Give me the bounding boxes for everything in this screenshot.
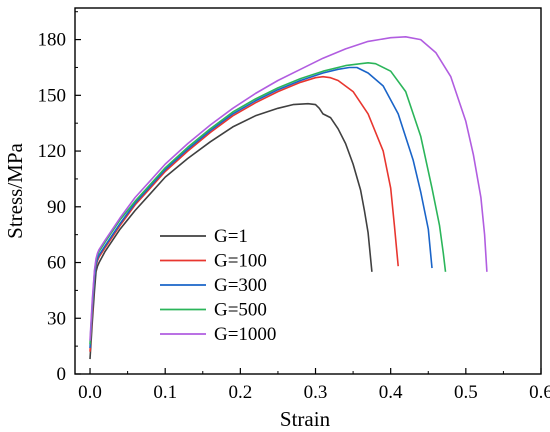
y-tick-label: 60 [47,253,66,274]
x-axis-title: Strain [280,407,331,431]
plot-area [89,36,488,360]
y-axis-title: Stress/MPa [3,142,27,238]
plot-frame [74,7,542,375]
y-tick-label: 0 [57,364,67,385]
y-tick-label: 180 [38,30,67,51]
y-tick-label: 120 [38,141,67,162]
legend-label: G=300 [214,275,267,296]
x-tick-label: 0.1 [153,382,177,403]
x-tick-label: 0.6 [529,382,550,403]
legend-label: G=100 [214,251,267,272]
y-tick-label: 150 [38,85,67,106]
y-tick-label: 30 [47,308,66,329]
series-line-g-1 [89,102,373,360]
x-tick-label: 0.3 [304,382,328,403]
tick-labels: 0.0 0.1 0.2 0.3 0.4 0.5 0.6 0 30 60 90 120 150 180 [38,30,550,403]
legend-label: G=500 [214,300,267,321]
legend-label: G=1000 [214,324,276,345]
x-tick-label: 0.0 [78,382,102,403]
series-line-g-1000 [89,36,488,341]
legend-label: G=1 [214,226,248,247]
x-tick-label: 0.4 [379,382,403,403]
y-tick-label: 90 [47,197,66,218]
x-tick-label: 0.5 [454,382,478,403]
legend: G=1 G=100 G=300 G=500 G=1000 [160,226,276,345]
x-tick-label: 0.2 [228,382,252,403]
series-line-g-300 [89,66,433,349]
